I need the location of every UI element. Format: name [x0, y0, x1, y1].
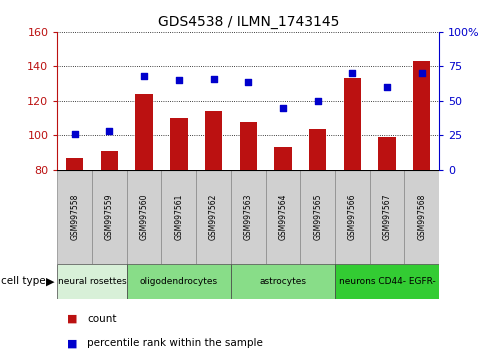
Bar	[300, 170, 335, 264]
Text: cell type: cell type	[1, 276, 45, 286]
Text: ▶: ▶	[46, 276, 55, 286]
Text: GSM997564: GSM997564	[278, 194, 287, 240]
Bar	[344, 79, 361, 170]
Text: GSM997561: GSM997561	[174, 194, 183, 240]
Bar	[101, 151, 118, 170]
Text: ■: ■	[67, 314, 78, 324]
Text: percentile rank within the sample: percentile rank within the sample	[87, 338, 263, 348]
Text: GSM997562: GSM997562	[209, 194, 218, 240]
Text: astrocytes: astrocytes	[259, 277, 306, 286]
Bar	[413, 61, 431, 170]
Bar	[309, 129, 326, 170]
Text: GSM997560: GSM997560	[140, 194, 149, 240]
Bar	[274, 148, 291, 170]
Point	[383, 84, 391, 90]
Bar	[57, 170, 92, 264]
Point	[175, 77, 183, 83]
Bar	[196, 170, 231, 264]
Text: count: count	[87, 314, 117, 324]
Point	[244, 79, 252, 84]
Bar	[231, 170, 265, 264]
Bar	[127, 170, 162, 264]
Point	[105, 129, 113, 134]
Text: GSM997558: GSM997558	[70, 194, 79, 240]
Bar	[404, 170, 439, 264]
Point	[348, 70, 356, 76]
Bar	[378, 137, 396, 170]
Bar	[170, 118, 188, 170]
Point	[314, 98, 322, 104]
Text: GSM997568: GSM997568	[417, 194, 426, 240]
Point	[140, 73, 148, 79]
Text: oligodendrocytes: oligodendrocytes	[140, 277, 218, 286]
Text: GSM997559: GSM997559	[105, 194, 114, 240]
Text: GSM997567: GSM997567	[383, 194, 392, 240]
Bar	[162, 170, 196, 264]
Title: GDS4538 / ILMN_1743145: GDS4538 / ILMN_1743145	[158, 16, 339, 29]
Text: neural rosettes: neural rosettes	[58, 277, 126, 286]
Text: GSM997566: GSM997566	[348, 194, 357, 240]
Text: ■: ■	[67, 338, 78, 348]
Bar	[92, 170, 127, 264]
Text: GSM997563: GSM997563	[244, 194, 253, 240]
Point	[418, 70, 426, 76]
Bar	[127, 264, 231, 299]
Bar	[205, 111, 222, 170]
Point	[210, 76, 218, 82]
Bar	[370, 170, 404, 264]
Bar	[335, 170, 370, 264]
Point	[279, 105, 287, 110]
Bar	[135, 94, 153, 170]
Text: GSM997565: GSM997565	[313, 194, 322, 240]
Bar	[231, 264, 335, 299]
Point	[71, 131, 79, 137]
Bar	[335, 264, 439, 299]
Text: neurons CD44- EGFR-: neurons CD44- EGFR-	[339, 277, 436, 286]
Bar	[57, 264, 127, 299]
Bar	[265, 170, 300, 264]
Bar	[240, 122, 257, 170]
Bar	[66, 158, 83, 170]
